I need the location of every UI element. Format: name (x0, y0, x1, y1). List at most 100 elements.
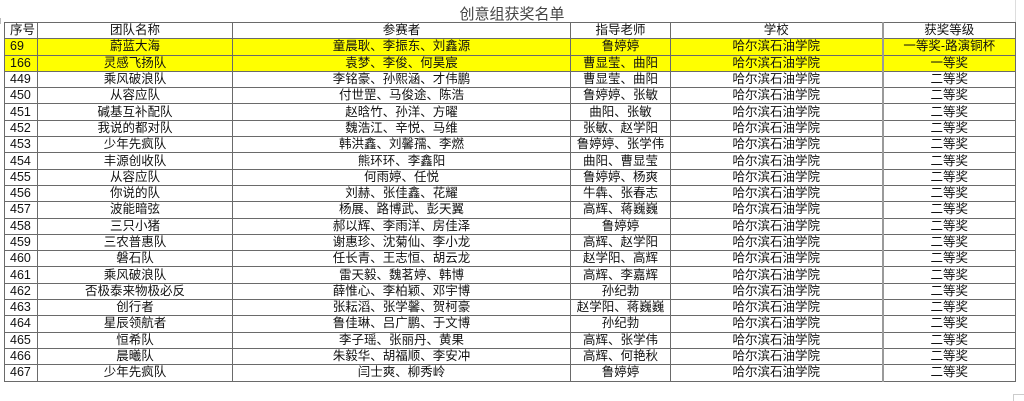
cell-school[interactable]: 哈尔滨石油学院 (670, 168, 884, 186)
cell-award[interactable]: 二等奖 (882, 299, 1016, 317)
cell-award[interactable]: 二等奖 (882, 184, 1016, 203)
cell-team[interactable]: 星辰领航者 (37, 315, 233, 333)
cell-advisor[interactable]: 曲阳、张敏 (570, 103, 671, 121)
cell-team[interactable]: 从容应队 (37, 87, 233, 105)
cell-id[interactable]: 453 (4, 136, 38, 154)
cell-team[interactable]: 少年先疯队 (37, 364, 233, 382)
cell-id[interactable]: 464 (4, 315, 38, 333)
cell-id[interactable]: 451 (4, 103, 38, 121)
cell-award[interactable]: 二等奖 (882, 103, 1016, 121)
cell-members[interactable]: 童晨耿、李振东、刘鑫源 (232, 38, 571, 56)
cell-advisor[interactable]: 赵学阳、蒋巍巍 (570, 299, 671, 317)
cell-id[interactable]: 450 (4, 87, 38, 105)
cell-id[interactable]: 455 (4, 168, 38, 186)
cell-members[interactable]: 何雨婷、任悦 (232, 168, 571, 186)
cell-members[interactable]: 袁梦、李俊、何昊宸 (232, 54, 571, 72)
cell-members[interactable]: 韩洪鑫、刘馨孺、李燃 (232, 136, 571, 154)
cell-advisor[interactable]: 牛犇、张春志 (570, 184, 671, 203)
cell-advisor[interactable]: 曹显莹、曲阳 (570, 70, 671, 89)
cell-award[interactable]: 二等奖 (882, 315, 1016, 333)
cell-award[interactable]: 二等奖 (882, 136, 1016, 154)
cell-award[interactable]: 二等奖 (882, 250, 1016, 268)
cell-advisor[interactable]: 高辉、李嘉辉 (570, 266, 671, 284)
cell-school[interactable]: 哈尔滨石油学院 (670, 184, 884, 203)
scrollbar-bottom[interactable] (1013, 394, 1024, 401)
cell-advisor[interactable]: 张敏、赵学阳 (570, 119, 671, 138)
cell-advisor[interactable]: 鲁婷婷 (570, 364, 671, 382)
cell-members[interactable]: 李铭豪、孙熙涵、才伟鹏 (232, 70, 571, 89)
cell-advisor[interactable]: 孙纪勃 (570, 282, 671, 301)
cell-team[interactable]: 少年先疯队 (37, 136, 233, 154)
cell-school[interactable]: 哈尔滨石油学院 (670, 70, 884, 89)
cell-school[interactable]: 哈尔滨石油学院 (670, 266, 884, 284)
cell-team[interactable]: 乘风破浪队 (37, 266, 233, 284)
cell-team[interactable]: 你说的队 (37, 184, 233, 203)
cell-award[interactable]: 二等奖 (882, 152, 1016, 170)
scrollbar-top[interactable] (1015, 0, 1024, 24)
cell-school[interactable]: 哈尔滨石油学院 (670, 201, 884, 219)
cell-members[interactable]: 谢惠珍、沈菊仙、李小龙 (232, 233, 571, 252)
cell-school[interactable]: 哈尔滨石油学院 (670, 315, 884, 333)
cell-advisor[interactable]: 孙纪勃 (570, 315, 671, 333)
cell-school[interactable]: 哈尔滨石油学院 (670, 250, 884, 268)
cell-award[interactable]: 二等奖 (882, 119, 1016, 138)
cell-team[interactable]: 晨曦队 (37, 347, 233, 366)
cell-award[interactable]: 二等奖 (882, 331, 1016, 349)
cell-award[interactable]: 一等奖 (882, 54, 1016, 72)
cell-team[interactable]: 恒希队 (37, 331, 233, 349)
cell-members[interactable]: 李子瑶、张丽丹、黄果 (232, 331, 571, 349)
cell-advisor[interactable]: 鲁婷婷、张学伟 (570, 136, 671, 154)
cell-advisor[interactable]: 高辉、蒋巍巍 (570, 201, 671, 219)
cell-members[interactable]: 杨展、路博武、彭天翼 (232, 201, 571, 219)
cell-school[interactable]: 哈尔滨石油学院 (670, 217, 884, 235)
cell-award[interactable]: 二等奖 (882, 168, 1016, 186)
cell-id[interactable]: 465 (4, 331, 38, 349)
cell-team[interactable]: 碱基互补配队 (37, 103, 233, 121)
cell-advisor[interactable]: 赵学阳、高辉 (570, 250, 671, 268)
cell-id[interactable]: 449 (4, 70, 38, 89)
cell-id[interactable]: 452 (4, 119, 38, 138)
cell-team[interactable]: 否极泰来物极必反 (37, 282, 233, 301)
cell-school[interactable]: 哈尔滨石油学院 (670, 54, 884, 72)
cell-advisor[interactable]: 高辉、赵学阳 (570, 233, 671, 252)
cell-id[interactable]: 461 (4, 266, 38, 284)
cell-advisor[interactable]: 高辉、何艳秋 (570, 347, 671, 366)
cell-members[interactable]: 任长青、王志恒、胡云龙 (232, 250, 571, 268)
cell-award[interactable]: 二等奖 (882, 87, 1016, 105)
cell-school[interactable]: 哈尔滨石油学院 (670, 87, 884, 105)
cell-award[interactable]: 二等奖 (882, 201, 1016, 219)
cell-members[interactable]: 郝以辉、李雨洋、房佳泽 (232, 217, 571, 235)
cell-award[interactable]: 二等奖 (882, 282, 1016, 301)
cell-id[interactable]: 69 (4, 38, 38, 56)
cell-id[interactable]: 458 (4, 217, 38, 235)
cell-team[interactable]: 灵感飞扬队 (37, 54, 233, 72)
cell-members[interactable]: 雷天毅、魏茗婷、韩博 (232, 266, 571, 284)
cell-advisor[interactable]: 曹显莹、曲阳 (570, 54, 671, 72)
cell-members[interactable]: 朱毅华、胡福顺、李安冲 (232, 347, 571, 366)
cell-award[interactable]: 二等奖 (882, 266, 1016, 284)
cell-members[interactable]: 熊环环、李鑫阳 (232, 152, 571, 170)
cell-advisor[interactable]: 鲁婷婷、杨爽 (570, 168, 671, 186)
cell-school[interactable]: 哈尔滨石油学院 (670, 103, 884, 121)
cell-award[interactable]: 二等奖 (882, 364, 1016, 382)
cell-id[interactable]: 466 (4, 347, 38, 366)
cell-id[interactable]: 463 (4, 299, 38, 317)
cell-school[interactable]: 哈尔滨石油学院 (670, 347, 884, 366)
cell-members[interactable]: 赵晗竹、孙洋、方曜 (232, 103, 571, 121)
cell-award[interactable]: 一等奖-路演铜杯 (882, 38, 1016, 56)
cell-team[interactable]: 我说的都对队 (37, 119, 233, 138)
cell-advisor[interactable]: 高辉、张学伟 (570, 331, 671, 349)
cell-team[interactable]: 从容应队 (37, 168, 233, 186)
cell-advisor[interactable]: 曲阳、曹显莹 (570, 152, 671, 170)
cell-members[interactable]: 闫士爽、柳秀岭 (232, 364, 571, 382)
cell-id[interactable]: 462 (4, 282, 38, 301)
cell-id[interactable]: 456 (4, 184, 38, 203)
cell-advisor[interactable]: 鲁婷婷、张敏 (570, 87, 671, 105)
cell-team[interactable]: 蔚蓝大海 (37, 38, 233, 56)
cell-team[interactable]: 三只小猪 (37, 217, 233, 235)
cell-advisor[interactable]: 鲁婷婷 (570, 38, 671, 56)
cell-id[interactable]: 459 (4, 233, 38, 252)
cell-members[interactable]: 付世罡、马俊途、陈浩 (232, 87, 571, 105)
cell-school[interactable]: 哈尔滨石油学院 (670, 233, 884, 252)
cell-members[interactable]: 张耘滔、张学馨、贺柯豪 (232, 299, 571, 317)
